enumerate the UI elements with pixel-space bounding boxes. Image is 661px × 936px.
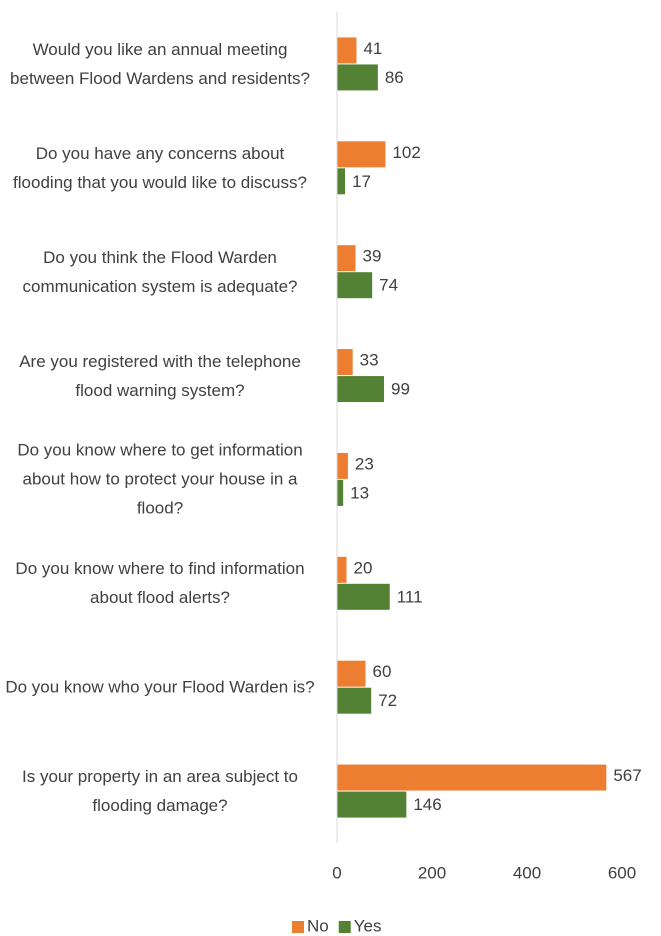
category-label: Would you like an annual meeting between…	[10, 39, 310, 88]
bar	[337, 272, 373, 299]
x-tick-label: 400	[513, 863, 541, 882]
data-label: 111	[397, 587, 423, 606]
data-label: 72	[378, 691, 397, 710]
category-label: Do you know where to get information abo…	[17, 440, 303, 518]
bar	[337, 64, 378, 91]
bar	[337, 660, 366, 687]
data-label: 39	[363, 247, 382, 266]
data-label: 86	[385, 68, 404, 87]
bar	[337, 687, 372, 714]
data-label: 60	[373, 662, 392, 681]
category-label: Do you think the Flood Warden communicat…	[22, 247, 298, 296]
data-label: 146	[413, 795, 441, 814]
bar	[337, 452, 348, 479]
legend-swatch	[338, 921, 351, 933]
data-label: 102	[392, 143, 420, 162]
data-label: 41	[363, 39, 382, 58]
data-label: 20	[354, 558, 373, 577]
category-label: Are you registered with the telephone fl…	[19, 351, 301, 400]
legend-swatch	[292, 921, 304, 933]
bar	[337, 141, 386, 168]
category-label: Do you know who your Flood Warden is?	[5, 677, 315, 697]
data-label: 567	[613, 766, 641, 785]
legend-label: No	[307, 916, 329, 935]
data-label: 17	[352, 172, 371, 191]
bar	[337, 168, 346, 195]
category-label: Is your property in an area subject to f…	[22, 767, 298, 816]
bar	[337, 791, 407, 818]
category-label: Do you have any concerns about flooding …	[13, 143, 307, 192]
x-tick-label: 200	[418, 863, 446, 882]
bar	[337, 583, 390, 610]
bar	[337, 37, 357, 64]
bar	[337, 245, 356, 272]
data-label: 23	[355, 454, 374, 473]
data-label: 13	[350, 483, 369, 502]
data-label: 74	[379, 276, 398, 295]
bar	[337, 479, 344, 506]
data-label: 33	[360, 351, 379, 370]
x-tick-label: 0	[332, 863, 341, 882]
bar	[337, 764, 607, 791]
legend-label: Yes	[354, 916, 382, 935]
bar	[337, 376, 385, 403]
bar	[337, 349, 353, 376]
category-label: Do you know where to find information ab…	[15, 559, 305, 608]
bar	[337, 556, 347, 583]
x-tick-label: 600	[608, 863, 636, 882]
data-label: 99	[391, 380, 410, 399]
